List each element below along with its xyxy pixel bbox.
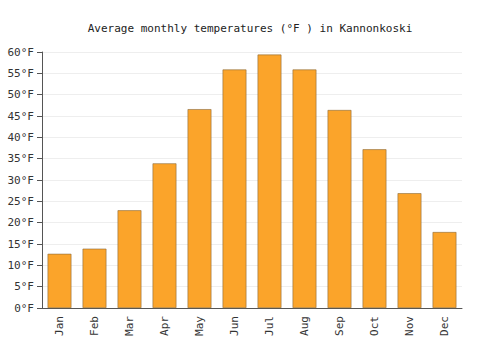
svg-text:Jul: Jul [263,316,276,336]
svg-text:60°F: 60°F [8,46,35,59]
svg-text:Sep: Sep [333,316,346,336]
svg-text:50°F: 50°F [8,88,35,101]
svg-text:45°F: 45°F [8,110,35,123]
svg-text:5°F: 5°F [14,280,34,293]
svg-text:Mar: Mar [123,316,136,336]
svg-text:35°F: 35°F [8,152,35,165]
svg-text:15°F: 15°F [8,238,35,251]
svg-text:25°F: 25°F [8,195,35,208]
svg-text:Nov: Nov [403,316,416,336]
svg-text:Apr: Apr [158,316,171,336]
svg-text:20°F: 20°F [8,216,35,229]
svg-text:Aug: Aug [298,316,311,336]
svg-text:Oct: Oct [368,316,381,336]
svg-text:Average monthly temperatures (: Average monthly temperatures (°F ) in Ka… [88,22,413,35]
svg-text:Feb: Feb [88,316,101,336]
svg-text:40°F: 40°F [8,131,35,144]
svg-text:30°F: 30°F [8,174,35,187]
svg-text:Jun: Jun [228,316,241,336]
svg-text:May: May [193,316,206,336]
svg-text:Jan: Jan [53,316,66,336]
svg-text:10°F: 10°F [8,259,35,272]
svg-text:55°F: 55°F [8,67,35,80]
svg-text:Dec: Dec [438,316,451,336]
svg-text:0°F: 0°F [14,302,34,315]
